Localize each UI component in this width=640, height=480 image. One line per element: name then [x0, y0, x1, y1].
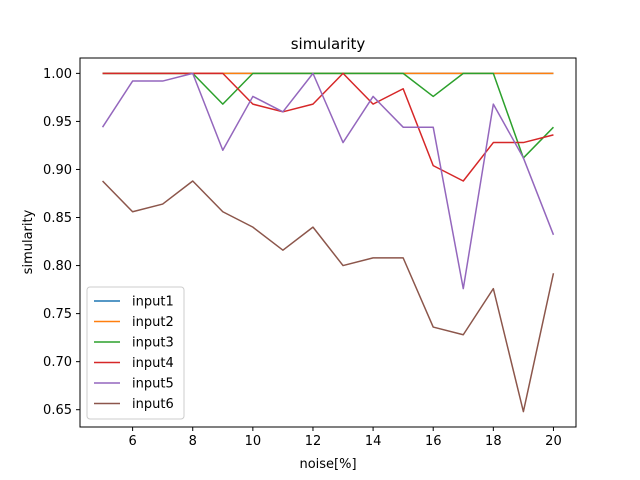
legend-label: input2	[132, 315, 174, 330]
x-tick-label: 12	[305, 434, 322, 449]
y-axis-label: simularity	[21, 209, 36, 274]
x-tick-label: 14	[365, 434, 382, 449]
y-axis: 0.65 0.70 0.75 0.80 0.85 0.90 0.95 1.00	[43, 67, 80, 418]
legend-label: input1	[132, 295, 174, 310]
y-tick-label: 0.70	[43, 355, 72, 370]
y-tick-label: 0.90	[43, 163, 72, 178]
y-tick-label: 0.75	[43, 307, 72, 322]
legend: input1 input2 input3 input4 input5 input6	[86, 286, 185, 420]
x-tick-label: 20	[545, 434, 562, 449]
plot-frame	[79, 57, 577, 428]
y-tick-label: 0.85	[43, 211, 72, 226]
x-tick-label: 10	[245, 434, 262, 449]
y-tick-label: 0.65	[43, 403, 72, 418]
x-tick-label: 18	[485, 434, 502, 449]
chart-title: simularity	[291, 35, 366, 53]
series-line-input4	[102, 72, 554, 182]
series-layer	[101, 72, 555, 413]
legend-label: input6	[132, 397, 174, 412]
x-axis-label: noise[%]	[299, 457, 356, 472]
y-tick-label: 0.80	[43, 259, 72, 274]
series-line-input5	[101, 72, 555, 290]
x-tick-label: 6	[128, 434, 136, 449]
series-line-input3	[102, 72, 554, 159]
legend-box	[86, 286, 185, 420]
x-axis: 6 8 10 12 14 16 18 20	[128, 427, 562, 449]
series-line-input6	[102, 180, 555, 413]
legend-label: input5	[132, 377, 174, 392]
legend-label: input4	[132, 356, 174, 371]
y-tick-label: 1.00	[43, 67, 72, 82]
x-tick-label: 16	[425, 434, 442, 449]
x-tick-label: 8	[189, 434, 197, 449]
y-tick-label: 0.95	[43, 115, 72, 130]
legend-label: input3	[132, 336, 174, 351]
